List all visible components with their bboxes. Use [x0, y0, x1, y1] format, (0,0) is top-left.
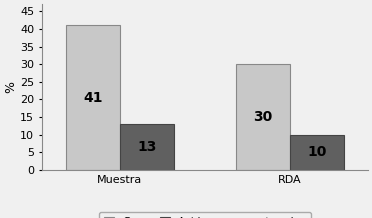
- Bar: [290, 135, 344, 170]
- Legend: Grasa, Acidos grasos saturados: Grasa, Acidos grasos saturados: [99, 212, 311, 218]
- Text: 10: 10: [307, 145, 327, 159]
- Bar: [236, 64, 290, 170]
- Bar: [66, 25, 120, 170]
- Text: 41: 41: [83, 91, 103, 105]
- Text: 30: 30: [253, 110, 273, 124]
- Bar: [120, 124, 174, 170]
- Text: 13: 13: [137, 140, 156, 154]
- Y-axis label: %: %: [4, 81, 17, 93]
